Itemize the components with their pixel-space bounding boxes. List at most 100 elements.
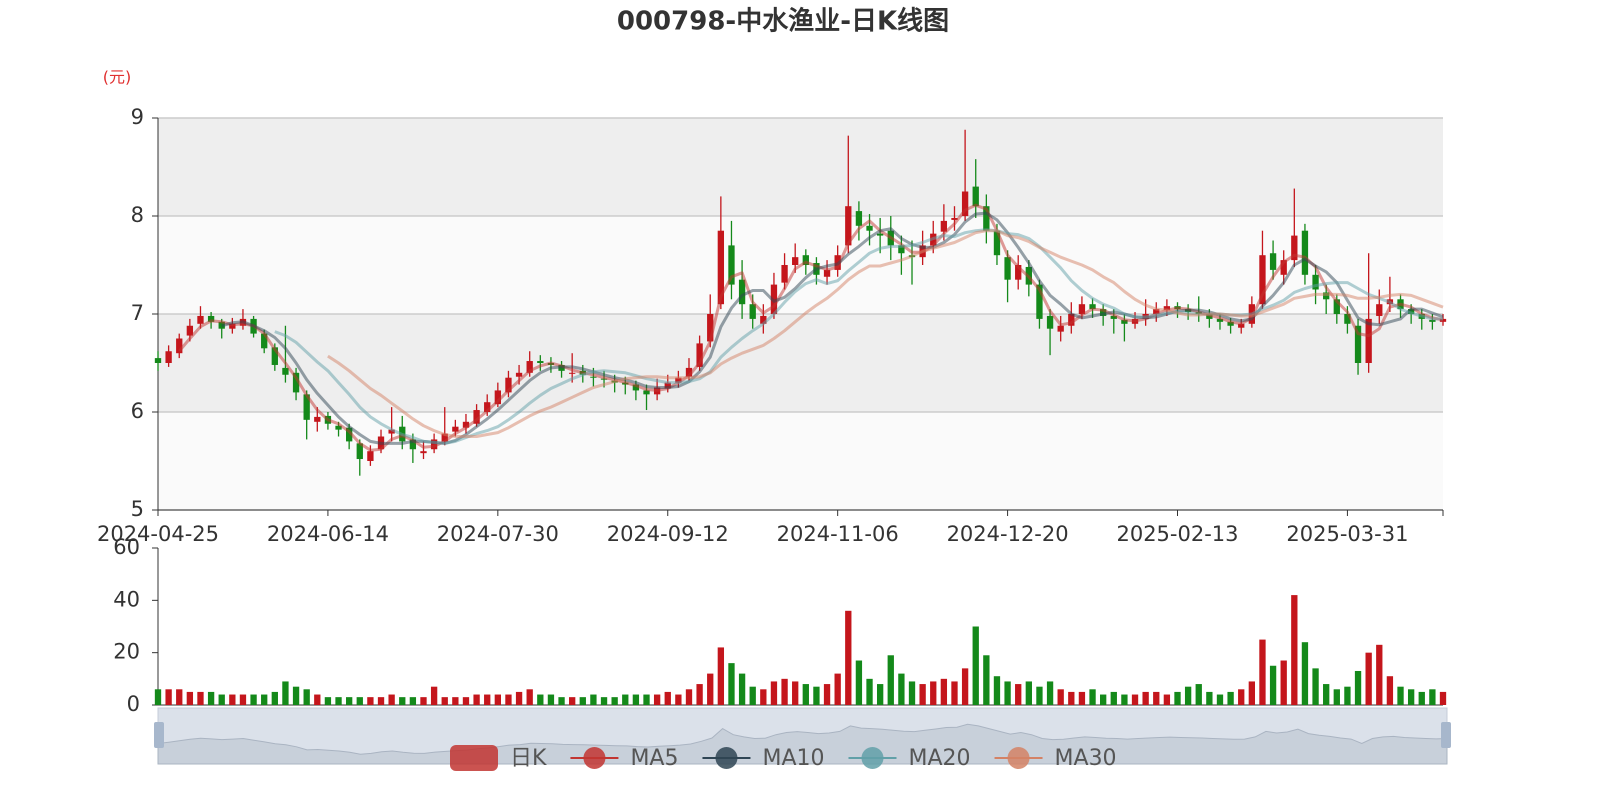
volume-bar xyxy=(1354,670,1362,705)
candle-body xyxy=(345,427,353,442)
candle-body xyxy=(1429,319,1436,322)
volume-bar xyxy=(951,681,958,705)
volume-bar xyxy=(558,697,565,705)
volume-bar xyxy=(1238,689,1245,705)
candle-body xyxy=(1365,318,1372,363)
candle-body xyxy=(1376,304,1383,316)
volume-bar xyxy=(1131,694,1139,705)
slider-handle-right[interactable] xyxy=(1441,722,1451,748)
volume-bar xyxy=(282,681,289,705)
candle-body xyxy=(1004,257,1011,280)
volume-bar xyxy=(1429,689,1436,705)
legend-icon[interactable] xyxy=(450,745,498,771)
axes: 5 6 7 8 9 2024-04-25 2024-06-14 2024-07-30 2024-… xyxy=(97,105,1444,716)
volume-bar xyxy=(632,694,640,705)
volume-bar xyxy=(1333,689,1340,705)
volume-bar xyxy=(1248,681,1256,705)
volume-bar xyxy=(1386,676,1394,705)
legend-icon-dot[interactable] xyxy=(1007,747,1030,769)
volume-bar xyxy=(537,694,544,705)
candle-body xyxy=(1269,253,1277,270)
volume-bar xyxy=(866,678,873,705)
volume-bar xyxy=(781,678,788,705)
volume-bar xyxy=(1323,684,1330,705)
candle-body xyxy=(505,377,512,393)
candle-body xyxy=(717,230,725,305)
candle-body xyxy=(1259,255,1266,305)
volume-bar xyxy=(802,684,809,705)
candle-body xyxy=(845,206,852,246)
volume-bar xyxy=(1015,684,1022,705)
candle-body xyxy=(707,314,714,342)
volume-tick-label: 20 xyxy=(113,640,140,664)
legend-label[interactable]: MA5 xyxy=(630,746,678,771)
volume-bar xyxy=(1227,691,1234,705)
volume-bar xyxy=(569,697,576,705)
candle-body xyxy=(430,439,438,450)
volume-bar xyxy=(367,697,374,705)
candle-body xyxy=(1163,306,1171,311)
x-tick-label: 2024-06-14 xyxy=(267,522,389,546)
legend-label[interactable]: MA20 xyxy=(909,746,971,771)
x-tick-label: 2024-09-12 xyxy=(607,522,729,546)
candle-body xyxy=(303,394,310,420)
legend-icon-dot[interactable] xyxy=(715,747,738,769)
candle-body xyxy=(356,443,363,460)
volume-bar xyxy=(993,676,1001,705)
volume-bar xyxy=(526,689,533,705)
volume-bar xyxy=(1216,694,1224,705)
legend-label[interactable]: MA30 xyxy=(1055,746,1117,771)
volume-bar xyxy=(675,694,682,705)
volume-bar xyxy=(473,694,480,705)
candle-body xyxy=(261,333,268,349)
slider-handle-left[interactable] xyxy=(154,722,164,748)
x-tick-label: 2025-03-31 xyxy=(1286,522,1408,546)
candle-body xyxy=(738,279,746,305)
candle-body xyxy=(632,384,640,391)
volume-bar xyxy=(1206,691,1213,705)
volume-bar xyxy=(611,697,618,705)
candle-body xyxy=(462,421,470,428)
volume-bar xyxy=(717,647,725,705)
volume-bar xyxy=(972,626,979,705)
y-tick-label: 5 xyxy=(131,497,144,521)
candle-body xyxy=(1333,299,1340,314)
volume-bar xyxy=(908,681,916,705)
legend-icon-dot[interactable] xyxy=(861,747,884,769)
x-tick-label: 2024-11-06 xyxy=(777,522,899,546)
volume-bar xyxy=(218,694,225,705)
volume-bar xyxy=(207,691,215,705)
candle-body xyxy=(983,206,990,231)
candle-body xyxy=(1301,230,1309,275)
volume-bar xyxy=(1418,691,1425,705)
candle-body xyxy=(197,315,204,324)
volume-bar xyxy=(303,689,310,705)
candle-body xyxy=(1216,318,1224,322)
volume-bar xyxy=(834,673,841,705)
volume-bar xyxy=(271,691,278,705)
candle-body xyxy=(484,402,491,412)
candle-body xyxy=(749,304,756,319)
legend-label[interactable]: MA10 xyxy=(762,746,824,771)
candle-body xyxy=(1110,315,1117,319)
volume-bar xyxy=(505,694,512,705)
legend-label[interactable]: 日K xyxy=(510,746,547,771)
volume-bar xyxy=(250,694,257,705)
volume-bar xyxy=(1110,691,1117,705)
volume-bar xyxy=(154,689,162,705)
candle-body xyxy=(176,338,183,354)
y-tick-label: 9 xyxy=(131,105,144,129)
candle-body xyxy=(1036,284,1043,319)
volume-bar xyxy=(377,697,385,705)
candle-body xyxy=(1291,235,1298,261)
candle-body xyxy=(526,361,533,373)
legend-icon-dot[interactable] xyxy=(583,747,606,769)
candle-body xyxy=(866,225,873,231)
candle-body xyxy=(1015,265,1022,280)
candle-body xyxy=(441,433,448,442)
x-tick-label: 2024-04-25 xyxy=(97,522,219,546)
candle-body xyxy=(1280,260,1287,275)
candle-body xyxy=(876,233,884,236)
candle-body xyxy=(515,372,523,377)
volume-bar xyxy=(430,686,438,705)
